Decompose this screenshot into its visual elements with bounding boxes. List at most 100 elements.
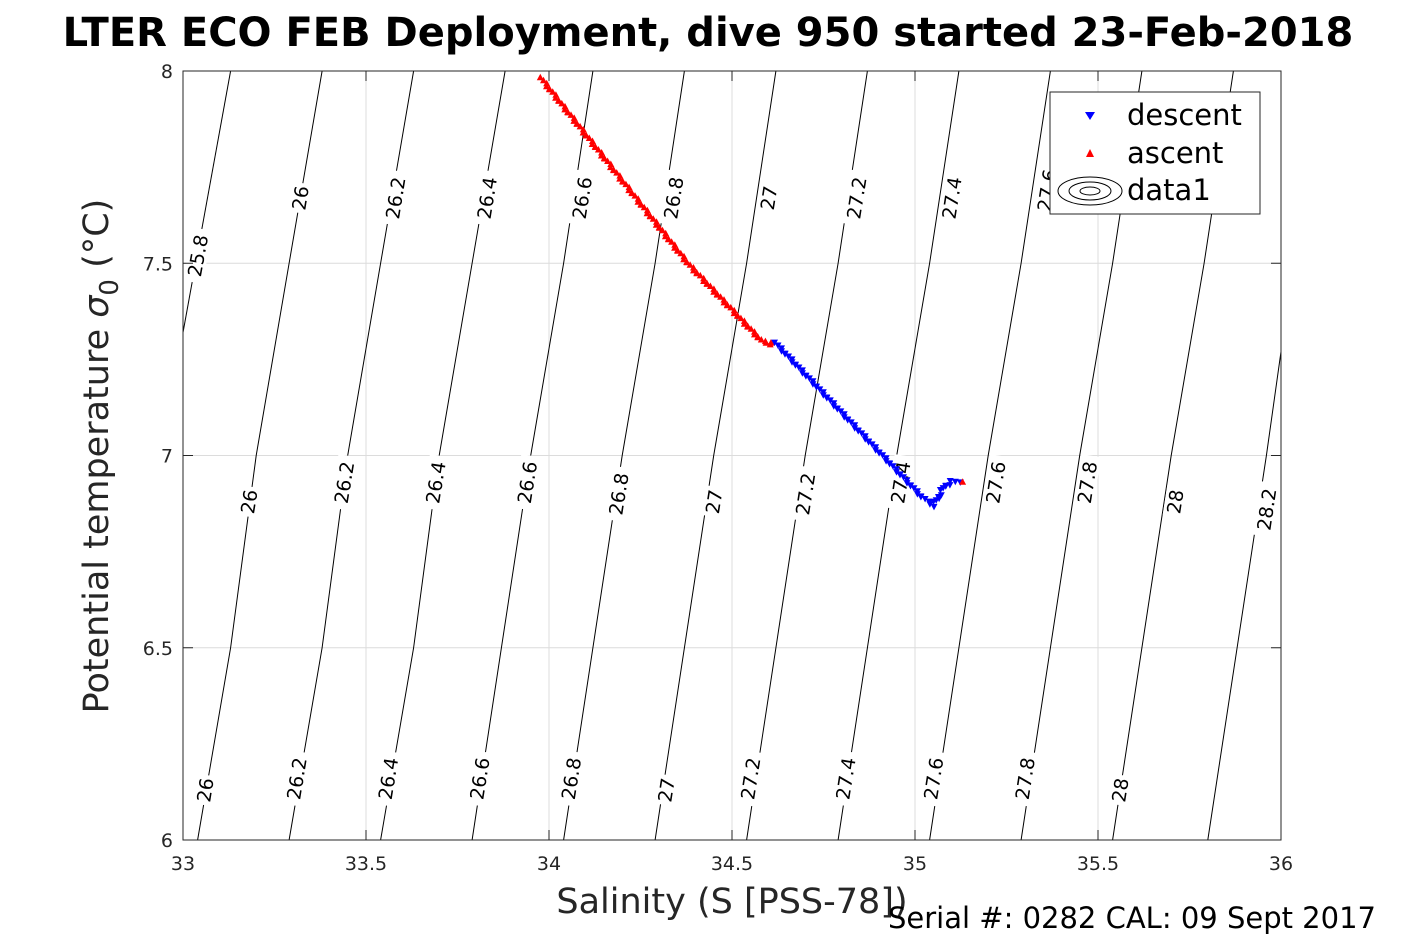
ascent-point (589, 137, 596, 144)
x-tick-label: 36 (1269, 853, 1293, 875)
contour-label-group: 26 (236, 485, 263, 519)
contour-label: 28 (1108, 777, 1133, 804)
y-axis-label-main: Potential temperature (77, 318, 117, 714)
contour-label-group: 26.6 (567, 169, 597, 227)
ascent-point (598, 149, 606, 156)
ascent-point (576, 122, 584, 130)
contour-label-group: 28 (1162, 485, 1189, 518)
descent-point (907, 482, 914, 489)
descent-point (900, 474, 907, 481)
contour-label-bg (1162, 485, 1188, 518)
contour-label-bg (465, 750, 494, 807)
descent-point (830, 403, 838, 410)
contour-label: 26 (237, 488, 263, 515)
contour-label-bg (981, 454, 1010, 511)
axis-ticks: 33 33.5 34 34.5 35 35.5 36 6 6.5 7 7.5 8 (143, 61, 1293, 875)
contour-line (654, 70, 777, 841)
ascent-point (600, 154, 608, 161)
contour-label-bg (287, 181, 313, 215)
descent-point (926, 501, 934, 508)
ascent-point (674, 246, 681, 254)
legend: descent ascent data1 (1049, 91, 1261, 215)
descent-point (809, 381, 817, 388)
contour-line (182, 70, 232, 333)
descent-point (893, 469, 900, 476)
descent-point (826, 397, 834, 404)
ascent-point (640, 203, 648, 211)
ascent-point (585, 134, 593, 141)
ascent-point (628, 189, 636, 196)
descent-point (886, 460, 893, 467)
ascent-point (619, 177, 627, 185)
contour-label: 27 (702, 488, 727, 515)
contour-label-bg (567, 169, 596, 227)
descent-point (917, 493, 925, 500)
ascent-point (653, 218, 660, 225)
descent-point (837, 408, 845, 415)
ascent-point (545, 85, 553, 92)
ascent-point (713, 290, 721, 297)
descent-point (851, 425, 859, 432)
ascent-point (594, 146, 602, 153)
descent-point (921, 496, 929, 503)
descent-point (833, 405, 841, 412)
contour-label-group: 28 (1107, 773, 1134, 807)
contour-label-bg (604, 465, 633, 523)
descent-point (937, 492, 945, 499)
y-axis-label-subscript: 0 (95, 279, 125, 296)
y-tick-label: 7 (161, 446, 173, 468)
ascent-point (740, 320, 748, 327)
descent-point (778, 348, 785, 355)
contour-label-group: 27.4 (831, 750, 861, 807)
ascent-point (717, 293, 725, 300)
ascent-point (693, 269, 701, 276)
ascent-point (540, 76, 547, 84)
descent-point (819, 392, 827, 399)
contour-label-bg (282, 750, 311, 807)
descent-point (879, 452, 887, 459)
series-markers (536, 73, 967, 511)
ascent-point (558, 99, 566, 107)
descent-point (858, 430, 866, 437)
descent-point (868, 441, 876, 448)
ascent-point (561, 102, 569, 110)
ascent-point (767, 339, 775, 346)
contour-label-bg (736, 750, 765, 807)
chart-title: LTER ECO FEB Deployment, dive 950 starte… (63, 10, 1354, 56)
contour-label-group: 27 (701, 485, 727, 518)
ascent-point (659, 226, 666, 234)
ascent-point (706, 282, 714, 289)
ascent-point (662, 229, 670, 237)
contour-label-bg (556, 750, 586, 807)
contour-label-group: 26.6 (512, 454, 542, 511)
ascent-point (703, 279, 711, 287)
y-tick-label: 6.5 (143, 638, 173, 660)
contour-label-bg (831, 750, 860, 807)
ascent-point (573, 119, 581, 127)
x-tick-label: 35.5 (1077, 853, 1119, 875)
ascent-point (727, 303, 735, 311)
ascent-point (754, 333, 762, 340)
contour-label-bg (919, 750, 948, 807)
legend-descent-marker (1085, 112, 1095, 120)
legend-box (1049, 91, 1261, 215)
ascent-point (757, 336, 765, 343)
contour-line (929, 70, 1051, 841)
y-axis-label: Potential temperature σ0 (°C) (77, 199, 125, 714)
ascent-point (696, 271, 704, 279)
descent-point (889, 463, 897, 470)
descent-point (946, 478, 954, 485)
contour-label-bg (236, 485, 262, 519)
contour-label-bg (756, 181, 781, 215)
contour-label-group: 27.8 (1072, 454, 1102, 511)
ascent-point (671, 241, 679, 248)
contour-label-bg (381, 169, 410, 227)
contour-label-bg (1107, 773, 1133, 807)
ascent-point (536, 73, 544, 81)
legend-ascent-label: ascent (1127, 136, 1223, 170)
contour-label-group: 26.4 (421, 454, 451, 511)
descent-point (872, 447, 880, 454)
contour-label: 26 (193, 776, 219, 803)
contour-label-bg (1010, 750, 1039, 807)
ascent-point (680, 252, 688, 260)
